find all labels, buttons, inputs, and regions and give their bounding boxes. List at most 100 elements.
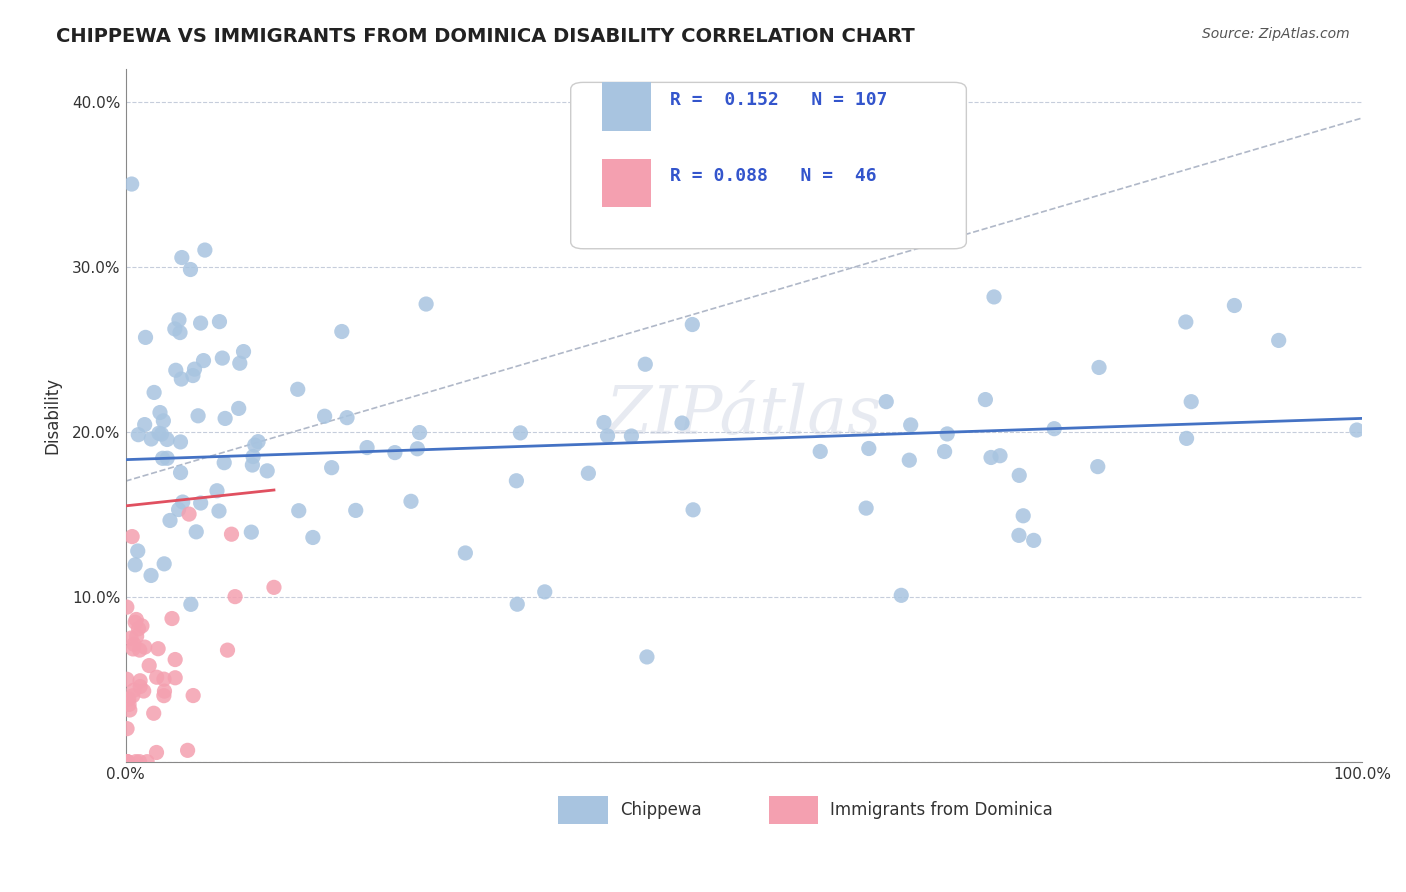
Point: [169, 326, 191, 340]
Point: [193, 353, 215, 368]
Y-axis label: Disability: Disability: [44, 376, 60, 454]
Point: [211, 351, 233, 365]
Point: [898, 453, 921, 467]
Point: [1008, 528, 1031, 542]
Point: [221, 527, 243, 541]
Point: [153, 672, 176, 686]
Point: [121, 530, 143, 544]
Point: [596, 429, 619, 443]
Text: R =  0.152   N = 107: R = 0.152 N = 107: [669, 91, 887, 109]
Text: R = 0.088   N =  46: R = 0.088 N = 46: [669, 167, 876, 185]
Point: [934, 444, 956, 458]
Point: [136, 755, 159, 769]
Point: [165, 671, 187, 685]
FancyBboxPatch shape: [571, 82, 966, 249]
Point: [128, 622, 150, 636]
Point: [148, 426, 170, 441]
Point: [1174, 315, 1197, 329]
Point: [129, 673, 152, 688]
Point: [163, 322, 186, 336]
Point: [169, 466, 191, 480]
Point: [808, 444, 831, 458]
Point: [875, 394, 897, 409]
Point: [855, 501, 877, 516]
Point: [1180, 394, 1202, 409]
Point: [115, 600, 138, 615]
Point: [505, 474, 527, 488]
Point: [146, 641, 169, 656]
Point: [890, 588, 912, 602]
Point: [117, 755, 139, 769]
Point: [256, 464, 278, 478]
Point: [167, 313, 190, 327]
Bar: [769, 797, 818, 824]
Point: [1223, 298, 1246, 312]
Point: [149, 405, 172, 419]
Point: [415, 297, 437, 311]
Point: [214, 411, 236, 425]
Point: [127, 427, 149, 442]
Point: [983, 290, 1005, 304]
Point: [408, 425, 430, 440]
Point: [118, 698, 141, 712]
Point: [156, 451, 179, 466]
Point: [165, 652, 187, 666]
Point: [139, 568, 162, 582]
Bar: [602, 159, 651, 207]
Point: [1043, 422, 1066, 436]
Bar: [558, 797, 607, 824]
Point: [160, 611, 183, 625]
Point: [128, 643, 150, 657]
Point: [988, 449, 1011, 463]
Point: [208, 315, 231, 329]
Point: [128, 755, 150, 769]
Point: [344, 503, 367, 517]
Point: [152, 414, 174, 428]
Point: [167, 502, 190, 516]
Point: [170, 372, 193, 386]
Point: [186, 524, 208, 539]
Point: [506, 597, 529, 611]
Point: [205, 483, 228, 498]
Point: [165, 363, 187, 377]
Point: [681, 318, 703, 332]
Point: [152, 451, 174, 466]
Point: [217, 643, 239, 657]
Point: [1008, 468, 1031, 483]
Point: [180, 598, 202, 612]
Point: [181, 689, 204, 703]
Point: [150, 427, 173, 442]
Point: [212, 456, 235, 470]
Point: [129, 680, 152, 694]
Point: [980, 450, 1002, 465]
Point: [134, 640, 156, 654]
Point: [121, 689, 143, 703]
Point: [936, 426, 959, 441]
Point: [153, 684, 176, 698]
Point: [1087, 459, 1109, 474]
Point: [194, 243, 217, 257]
Point: [330, 325, 353, 339]
Point: [153, 689, 176, 703]
Point: [1267, 334, 1289, 348]
Point: [159, 513, 181, 527]
Point: [509, 425, 531, 440]
Point: [302, 531, 325, 545]
Point: [229, 356, 252, 370]
Point: [1022, 533, 1045, 548]
Point: [321, 460, 343, 475]
Point: [181, 368, 204, 383]
Point: [122, 642, 145, 657]
Point: [120, 631, 142, 645]
Point: [118, 692, 141, 706]
Point: [172, 495, 194, 509]
Point: [247, 434, 270, 449]
Point: [336, 410, 359, 425]
Point: [263, 580, 285, 594]
Point: [122, 683, 145, 698]
Point: [406, 442, 429, 456]
Point: [115, 722, 138, 736]
Text: Chippewa: Chippewa: [620, 801, 702, 819]
Point: [974, 392, 997, 407]
Point: [135, 330, 157, 344]
